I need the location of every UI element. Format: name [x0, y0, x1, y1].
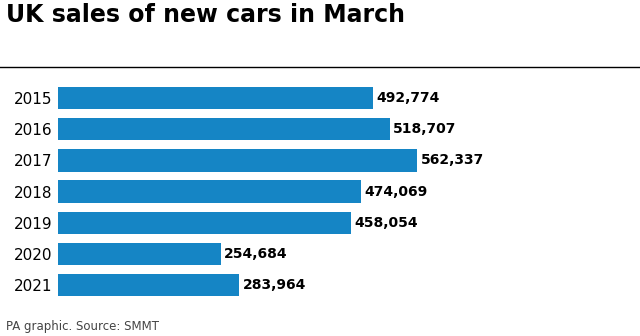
Bar: [58, 87, 373, 109]
Bar: [58, 180, 361, 203]
Text: 283,964: 283,964: [243, 278, 306, 292]
Bar: [58, 149, 417, 172]
Text: UK sales of new cars in March: UK sales of new cars in March: [6, 3, 405, 27]
Bar: [58, 274, 239, 296]
Text: 254,684: 254,684: [224, 247, 287, 261]
Text: 518,707: 518,707: [393, 122, 456, 136]
Text: 458,054: 458,054: [354, 216, 417, 230]
Text: 474,069: 474,069: [364, 184, 428, 199]
Bar: [58, 211, 351, 234]
Text: 562,337: 562,337: [420, 153, 484, 167]
Text: PA graphic. Source: SMMT: PA graphic. Source: SMMT: [6, 320, 159, 333]
Text: 492,774: 492,774: [376, 91, 440, 105]
Bar: [58, 243, 221, 265]
Bar: [58, 118, 390, 140]
